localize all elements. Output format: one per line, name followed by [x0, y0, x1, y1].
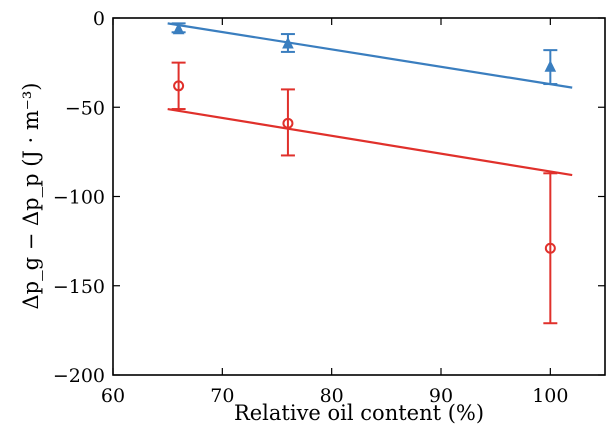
data-point [544, 242, 556, 254]
x-tick-label: 80 [320, 385, 344, 407]
data-point [172, 22, 185, 35]
x-tick-label: 90 [429, 385, 453, 407]
fit-line [167, 22, 573, 89]
series-circle [167, 61, 573, 325]
x-tick-label: 100 [532, 385, 568, 407]
y-tick-label: −50 [65, 97, 105, 119]
y-tick-label: −200 [53, 365, 105, 387]
data-layer [167, 22, 573, 325]
y-tick-label: 0 [93, 8, 105, 30]
data-point [282, 36, 294, 49]
x-axis-label: Relative oil content (%) [234, 401, 484, 425]
y-tick-label: −150 [53, 276, 105, 298]
y-tick-label: −100 [53, 187, 105, 209]
x-tick-label: 70 [210, 385, 234, 407]
fit-line [167, 107, 573, 177]
x-tick-label: 60 [101, 385, 125, 407]
y-axis-label: Δp_g − Δp_p (J · m⁻³) [19, 83, 43, 310]
axes-layer: 60 70 80 90 100 0 −50 −100 −150 −200 [53, 8, 605, 407]
plot-frame [112, 17, 606, 376]
data-point [282, 117, 294, 129]
series-triangle [167, 22, 573, 89]
data-point [173, 80, 185, 92]
data-point [544, 60, 557, 72]
